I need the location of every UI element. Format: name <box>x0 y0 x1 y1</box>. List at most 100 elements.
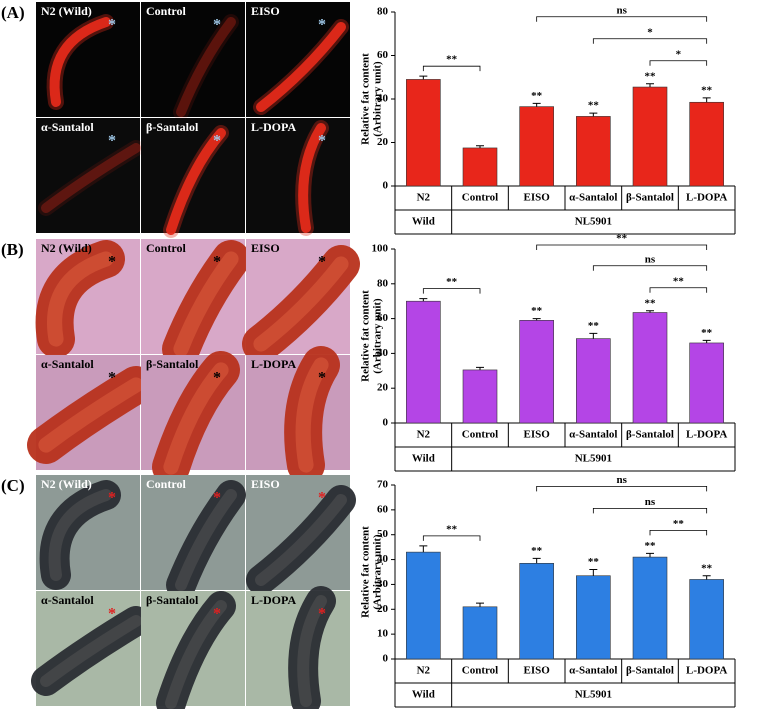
bar <box>689 342 724 424</box>
worm-glow <box>38 140 144 216</box>
significance-bracket <box>422 288 481 294</box>
worm-edge <box>173 251 239 357</box>
y-axis-label: Relative fat content <box>360 290 372 382</box>
worm-glow <box>173 14 239 120</box>
tile-marker: * <box>213 17 221 34</box>
significance-star: ** <box>645 540 657 552</box>
micrograph-tile: N2 (Wild) * <box>36 475 140 590</box>
tile-marker: * <box>108 490 116 507</box>
tile-marker: * <box>213 490 221 507</box>
worm-edge <box>175 489 237 591</box>
worm <box>49 17 111 107</box>
y-tick-label: 20 <box>377 603 389 615</box>
worm <box>298 123 326 233</box>
tile-label: EISO <box>251 241 280 255</box>
worm-edge <box>40 615 142 687</box>
worm <box>176 17 236 117</box>
tile-label: L-DOPA <box>251 120 296 134</box>
x-tick-label: L-DOPA <box>686 665 727 677</box>
error-bar <box>702 339 711 343</box>
bar <box>406 79 441 187</box>
bracket-label: * <box>647 26 653 38</box>
tile-marker: * <box>213 254 221 271</box>
bar <box>576 116 611 187</box>
worm-edge <box>163 362 229 475</box>
significance-star: ** <box>701 327 713 339</box>
significance-star: ** <box>588 320 600 332</box>
y-axis-label: (Arbitrary unit) <box>372 61 384 137</box>
bar <box>462 606 498 660</box>
bracket-label: ** <box>446 54 458 66</box>
tile-label: α-Santalol <box>41 357 94 371</box>
micrograph-tile: L-DOPA * <box>246 118 350 236</box>
significance-bracket <box>649 287 708 293</box>
micrograph-tile: β-Santalol * <box>141 118 245 238</box>
bracket-label: ** <box>673 275 685 287</box>
y-tick-label: 40 <box>377 347 389 359</box>
worm-edge <box>255 494 347 586</box>
y-tick-label: 60 <box>377 312 389 324</box>
significance-star: ** <box>701 84 713 96</box>
x-tick-label: α-Santalol <box>569 192 617 204</box>
worm-edge <box>48 489 112 581</box>
micrograph-tile: EISO * <box>246 2 350 117</box>
micrograph-tile: EISO * <box>246 475 356 595</box>
error-bar <box>589 332 598 339</box>
significance-bracket <box>592 38 708 44</box>
tile-label: L-DOPA <box>251 593 296 607</box>
significance-star: ** <box>531 305 543 317</box>
group-label: Wild <box>412 216 435 228</box>
micrograph-tile: Control * <box>141 239 250 368</box>
y-tick-label: 100 <box>372 243 389 255</box>
bar <box>576 575 611 660</box>
tile-label: EISO <box>251 4 280 18</box>
tile-background <box>246 118 350 233</box>
tile-label: Control <box>146 241 186 255</box>
bracket-label: ns <box>616 4 627 16</box>
x-tick-label: Control <box>462 192 498 204</box>
error-bar <box>476 366 484 370</box>
bar <box>462 147 498 187</box>
tile-marker: * <box>318 606 326 623</box>
micrograph-tile: α-Santalol * <box>36 118 144 233</box>
panel-label: (A) <box>1 3 25 22</box>
significance-star: ** <box>588 556 600 568</box>
tile-label: β-Santalol <box>146 357 199 371</box>
micrograph-tile: Control * <box>141 2 245 120</box>
y-tick-label: 40 <box>377 553 389 565</box>
x-tick-label: L-DOPA <box>686 192 727 204</box>
tile-background <box>36 118 140 233</box>
significance-star: ** <box>531 90 543 102</box>
panel-label: (C) <box>1 476 25 495</box>
significance-star: ** <box>645 297 657 309</box>
tile-marker: * <box>108 17 116 34</box>
significance-star: ** <box>588 100 600 112</box>
error-bar <box>419 298 428 302</box>
micrograph-tile: Control * <box>141 475 246 600</box>
tile-background <box>141 2 245 117</box>
x-tick-label: α-Santalol <box>569 665 617 677</box>
x-tick-label: β-Santalol <box>626 192 674 204</box>
tile-marker: * <box>318 490 326 507</box>
micrograph-tile: L-DOPA * <box>246 346 350 484</box>
worm <box>166 128 226 235</box>
micrograph-tile: α-Santalol * <box>27 355 155 470</box>
y-tick-label: 0 <box>383 180 389 192</box>
x-tick-label: β-Santalol <box>626 429 674 441</box>
y-tick-label: 50 <box>377 528 389 540</box>
x-tick-label: N2 <box>417 192 431 204</box>
bracket-label: ns <box>645 496 656 508</box>
y-axis-label: Relative fat content <box>360 526 372 618</box>
panel-label: (B) <box>1 240 24 259</box>
significance-bracket <box>592 265 708 271</box>
y-tick-label: 60 <box>377 49 389 61</box>
tile-label: Control <box>146 477 186 491</box>
tile-marker: * <box>108 370 116 387</box>
tile-label: L-DOPA <box>251 357 296 371</box>
bracket-label: * <box>676 48 682 60</box>
tile-label: α-Santalol <box>41 593 94 607</box>
error-bar <box>476 145 484 148</box>
micrograph-tile: N2 (Wild) * <box>35 239 140 358</box>
significance-bracket <box>536 244 708 250</box>
group-label: Wild <box>412 453 435 465</box>
